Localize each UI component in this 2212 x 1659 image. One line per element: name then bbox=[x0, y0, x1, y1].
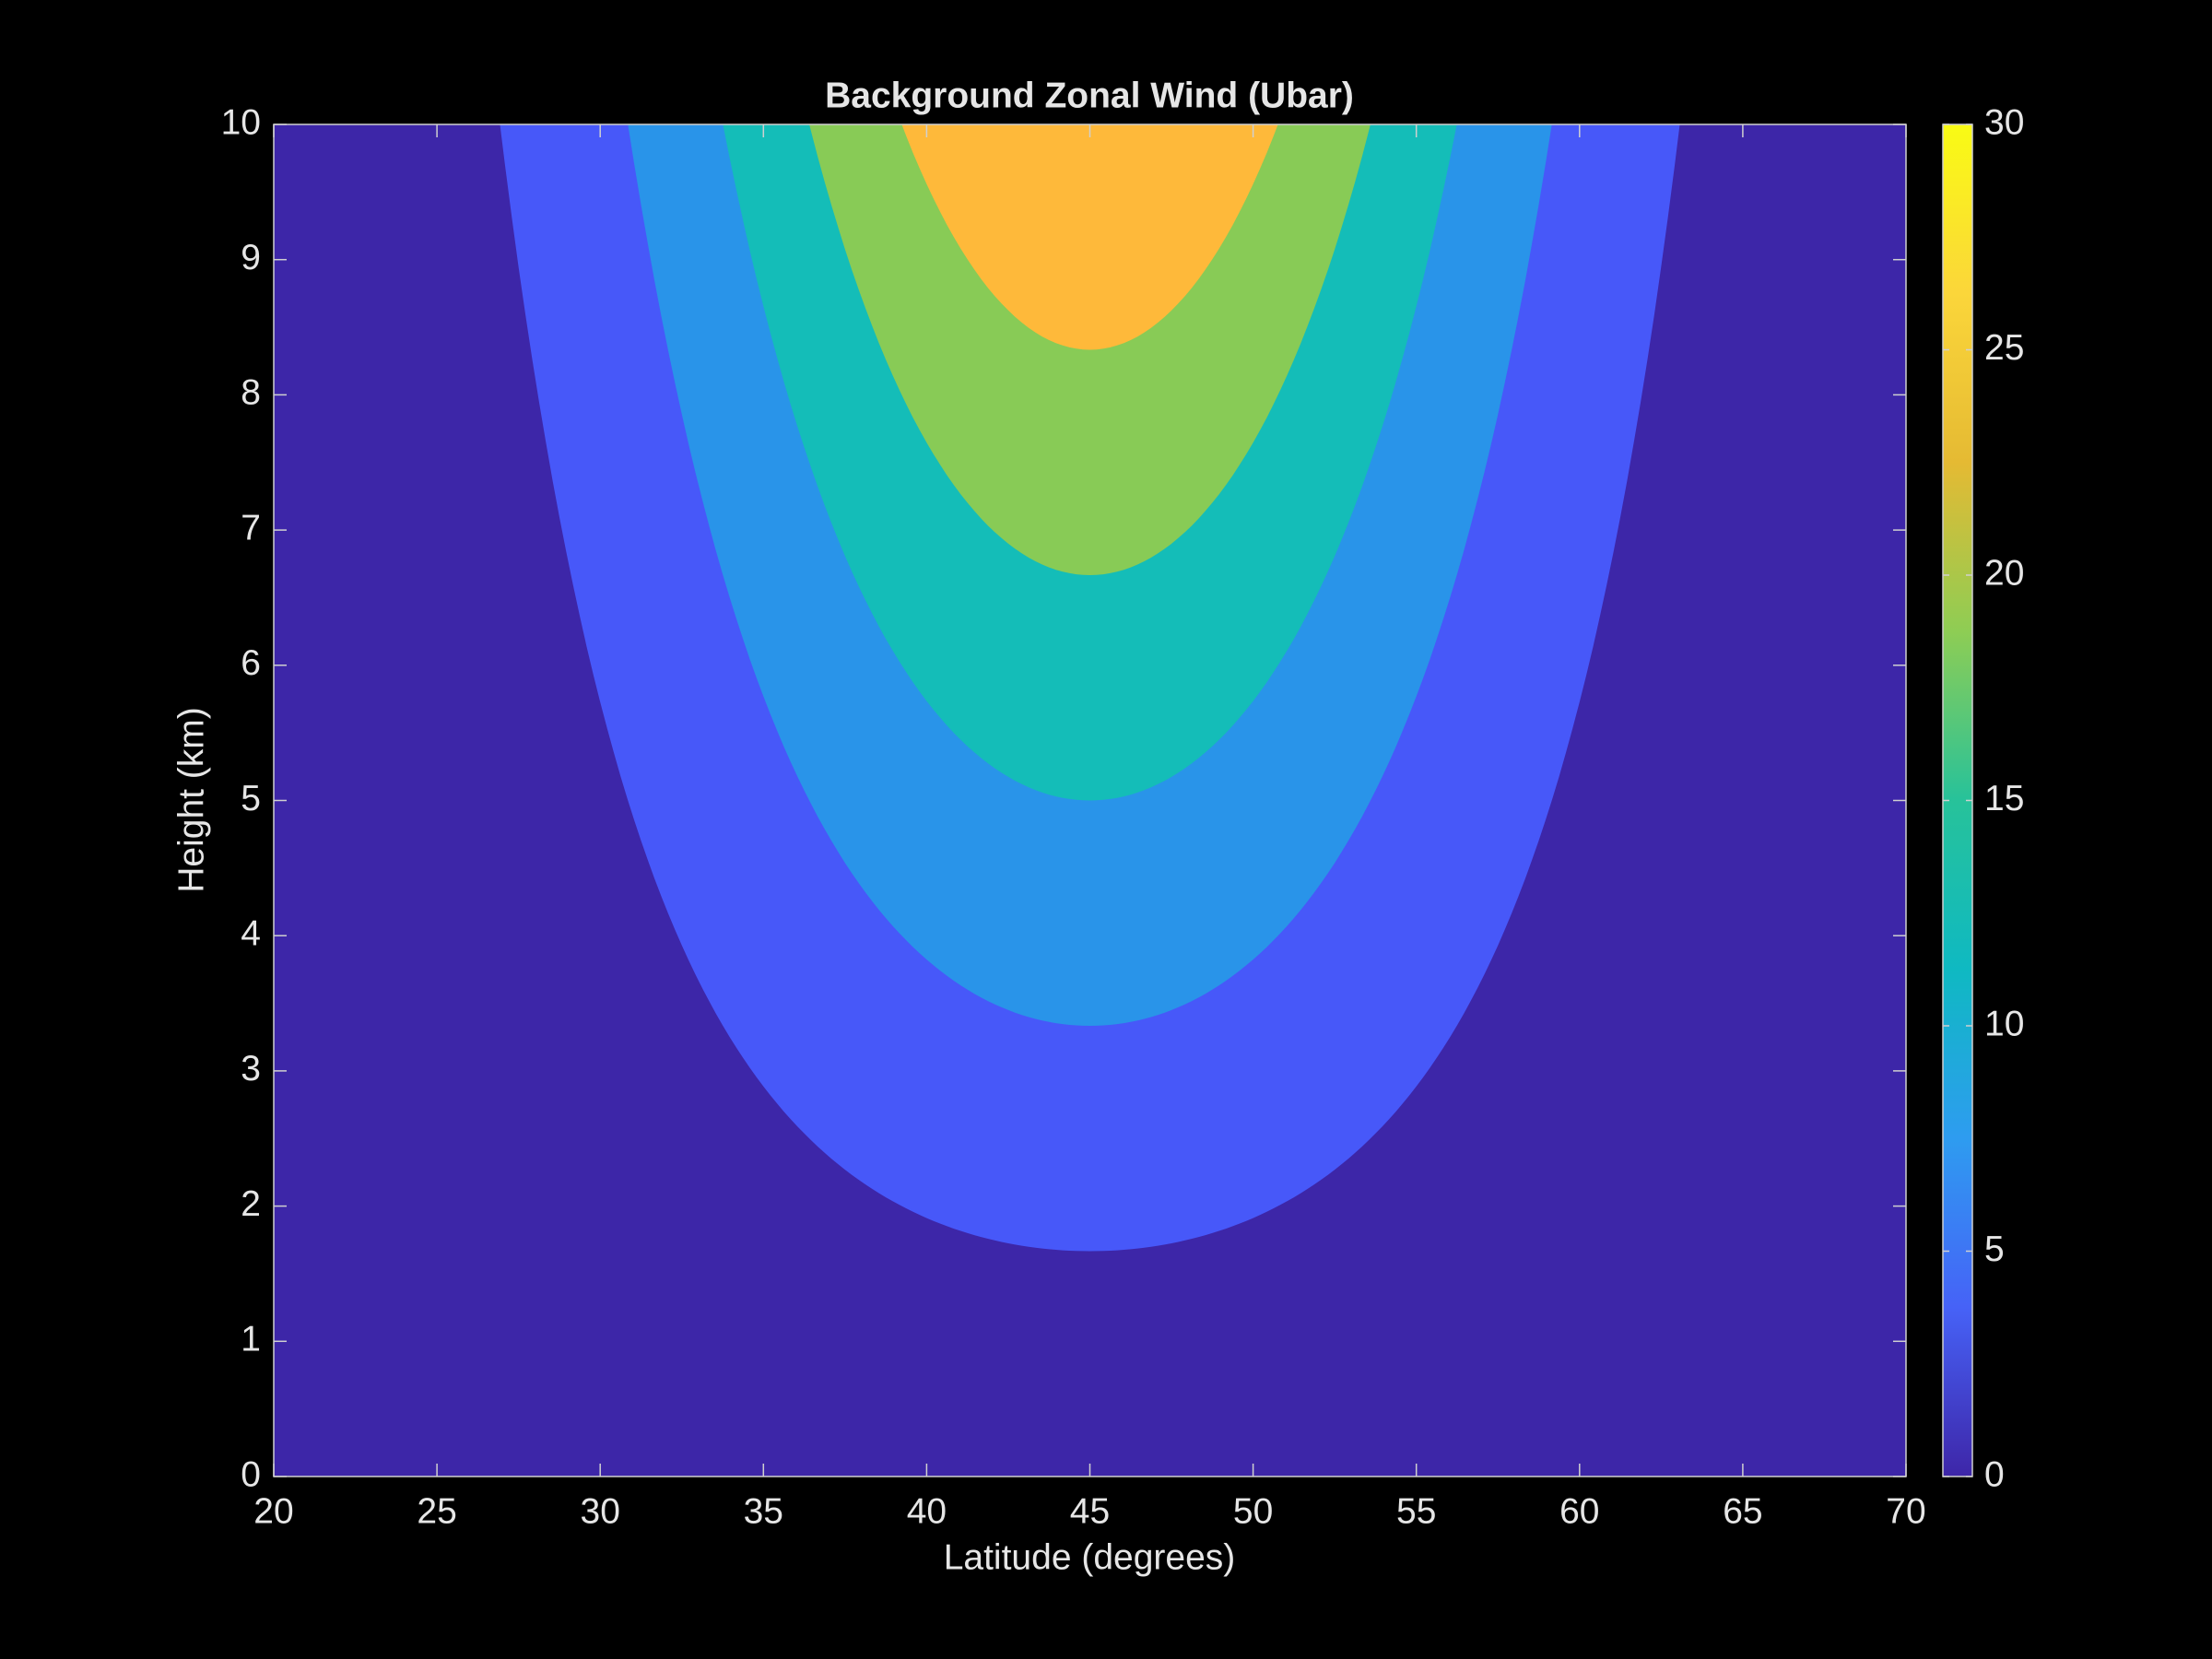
x-tick-label: 70 bbox=[1886, 1491, 1925, 1531]
x-tick-label: 25 bbox=[417, 1491, 456, 1531]
x-tick-label: 55 bbox=[1396, 1491, 1436, 1531]
y-tick-label: 9 bbox=[241, 238, 261, 277]
x-tick-labels: 20 25 30 35 40 45 50 55 60 65 70 bbox=[253, 1491, 1925, 1531]
colorbar-tick-label: 20 bbox=[1984, 553, 2024, 593]
colorbar-tick-label: 10 bbox=[1984, 1004, 2024, 1043]
colorbar-tick-label: 30 bbox=[1984, 102, 2024, 142]
x-tick-label: 65 bbox=[1723, 1491, 1762, 1531]
y-tick-label: 10 bbox=[221, 102, 261, 142]
y-tick-label: 0 bbox=[241, 1454, 261, 1494]
axes-box bbox=[273, 124, 1907, 1477]
chart-title: Background Zonal Wind (Ubar) bbox=[825, 76, 1354, 115]
x-tick-label: 60 bbox=[1559, 1491, 1599, 1531]
colorbar-tick-labels: 0 5 10 15 20 25 30 bbox=[1984, 102, 2024, 1494]
y-tick-label: 1 bbox=[241, 1320, 261, 1359]
colorbar-ticks bbox=[1943, 124, 1972, 1477]
y-tick-label: 8 bbox=[241, 373, 261, 413]
colorbar-tick-label: 15 bbox=[1984, 779, 2024, 818]
x-tick-label: 45 bbox=[1070, 1491, 1110, 1531]
colorbar: 0 5 10 15 20 25 30 bbox=[1942, 102, 2024, 1494]
contour-bands bbox=[500, 124, 1680, 1252]
y-tick-label: 3 bbox=[241, 1049, 261, 1088]
x-tick-label: 40 bbox=[907, 1491, 947, 1531]
x-tick-label: 50 bbox=[1233, 1491, 1273, 1531]
colorbar-tick-label: 5 bbox=[1984, 1230, 2005, 1269]
y-tick-label: 6 bbox=[241, 643, 261, 683]
y-tick-label: 5 bbox=[241, 779, 261, 818]
plot-area bbox=[274, 124, 1906, 1477]
y-axis-label: Height (km) bbox=[171, 707, 211, 893]
colorbar-tick-label: 25 bbox=[1984, 328, 2024, 368]
colorbar-tick-label: 0 bbox=[1984, 1454, 2005, 1494]
y-tick-label: 2 bbox=[241, 1184, 261, 1224]
contour-band-25 bbox=[901, 124, 1278, 350]
y-tick-label: 4 bbox=[241, 913, 261, 953]
x-tick-label: 20 bbox=[253, 1491, 293, 1531]
x-tick-label: 30 bbox=[581, 1491, 620, 1531]
x-axis-label: Latitude (degrees) bbox=[944, 1537, 1236, 1577]
x-tick-label: 35 bbox=[744, 1491, 783, 1531]
y-tick-label: 7 bbox=[241, 508, 261, 547]
y-tick-labels: 0 1 2 3 4 5 6 7 8 9 10 bbox=[221, 102, 261, 1494]
